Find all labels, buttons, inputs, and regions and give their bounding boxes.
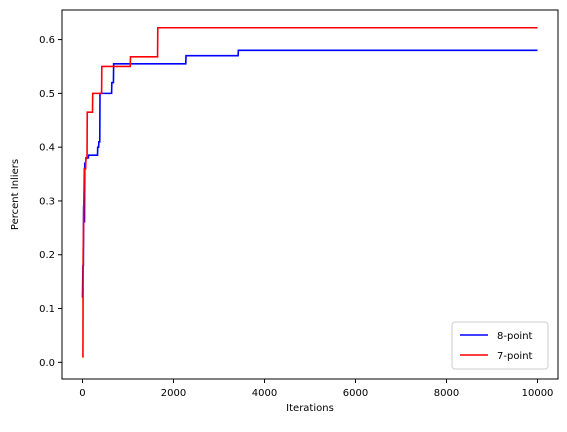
y-tick-label: 0.5 [39, 89, 55, 100]
x-tick-label: 0 [79, 388, 85, 399]
y-tick-label: 0.3 [39, 196, 55, 207]
legend-box [451, 321, 549, 370]
y-tick-label: 0.0 [39, 358, 55, 369]
y-axis-ticks: 0.0 0.1 0.2 0.3 0.4 0.5 0.6 [39, 35, 62, 369]
x-tick-label: 2000 [161, 388, 186, 399]
y-axis-label: Percent Inliers [10, 159, 21, 230]
legend-label-8-point: 8-point [497, 331, 533, 342]
series-line-8-point [81, 49, 538, 298]
legend: 8-point 7-point [451, 321, 549, 370]
axes-frame [61, 9, 559, 380]
plot-area [81, 26, 538, 358]
y-tick-label: 0.4 [39, 143, 55, 154]
series-line-7-point [82, 26, 538, 358]
y-tick-label: 0.1 [39, 304, 55, 315]
x-axis-label: Iterations [286, 403, 334, 414]
x-axis-ticks: 0 2000 4000 6000 8000 10000 [79, 379, 553, 399]
x-tick-label: 10000 [522, 388, 554, 399]
y-tick-label: 0.2 [39, 250, 55, 261]
x-tick-label: 6000 [343, 388, 368, 399]
legend-label-7-point: 7-point [497, 351, 533, 362]
y-tick-label: 0.6 [39, 35, 55, 46]
x-tick-label: 4000 [252, 388, 277, 399]
x-tick-label: 8000 [434, 388, 459, 399]
